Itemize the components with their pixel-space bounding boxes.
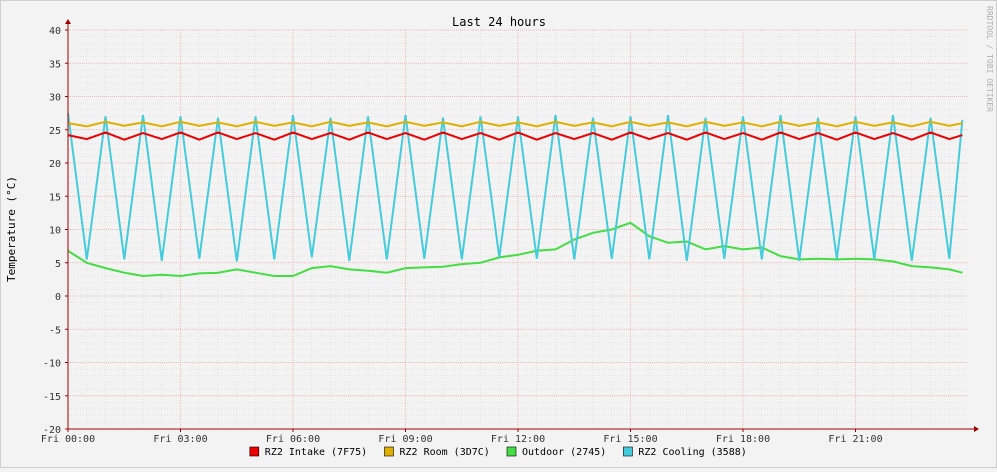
x-tick-label: Fri 18:00	[716, 434, 770, 445]
legend-swatch	[506, 446, 517, 457]
y-tick-label: 0	[55, 292, 61, 303]
legend-swatch	[623, 446, 633, 457]
series-layer	[67, 112, 964, 278]
y-tick-label: -10	[43, 359, 61, 370]
legend-item: RZ2 Room (3D7C)	[384, 446, 490, 458]
y-tick-label: 10	[49, 226, 61, 237]
x-tick-label: Fri 09:00	[378, 434, 432, 445]
y-tick-label: 20	[49, 159, 61, 170]
x-tick-label: Fri 12:00	[491, 434, 545, 445]
series-line	[67, 221, 963, 278]
y-tick-label: -5	[49, 325, 61, 336]
x-axis-arrow	[974, 426, 979, 432]
series-line	[67, 131, 963, 141]
x-tick-labels: Fri 00:00 Fri 03:00 Fri 06:00 Fri 09:00 Fri …	[41, 434, 883, 445]
y-tick-labels: 40 35 30 25 20 15 10 5 0 -5 -10 -15 -20	[43, 26, 61, 436]
legend-label: RZ2 Intake (7F75)	[265, 447, 367, 458]
legend-item: Outdoor (2745)	[506, 446, 606, 458]
x-tick-label: Fri 03:00	[153, 434, 207, 445]
legend-swatch	[384, 446, 394, 457]
legend-label: Outdoor (2745)	[522, 447, 606, 458]
legend-label: RZ2 Cooling (3588)	[638, 447, 746, 458]
rrdtool-watermark: RRDTOOL / TOBI OETIKER	[985, 6, 994, 112]
y-axis-label: Temperature (°C)	[5, 176, 18, 282]
legend-swatch	[249, 446, 260, 457]
x-tick-label: Fri 00:00	[41, 434, 95, 445]
y-tick-label: -20	[43, 425, 61, 436]
y-tick-label: 35	[49, 59, 61, 70]
y-axis-arrow	[65, 19, 71, 24]
series-line	[67, 120, 963, 128]
y-tick-label: 30	[49, 93, 61, 104]
y-tick-label: 25	[49, 126, 61, 137]
axes	[65, 19, 979, 432]
x-tick-label: Fri 15:00	[603, 434, 657, 445]
x-tick-label: Fri 21:00	[828, 434, 882, 445]
y-tick-label: 15	[49, 192, 61, 203]
y-tick-label: 5	[55, 259, 61, 270]
y-tick-label: 40	[49, 26, 61, 37]
y-tick-label: -15	[43, 392, 61, 403]
legend-item: RZ2 Intake (7F75)	[249, 446, 367, 458]
x-tick-label: Fri 06:00	[266, 434, 320, 445]
legend: RZ2 Intake (7F75) RZ2 Room (3D7C) Outdoor …	[249, 446, 747, 458]
legend-item: RZ2 Cooling (3588)	[623, 446, 747, 458]
legend-label: RZ2 Room (3D7C)	[400, 447, 490, 458]
series-line	[67, 112, 964, 262]
chart-title: Last 24 hours	[452, 15, 546, 29]
